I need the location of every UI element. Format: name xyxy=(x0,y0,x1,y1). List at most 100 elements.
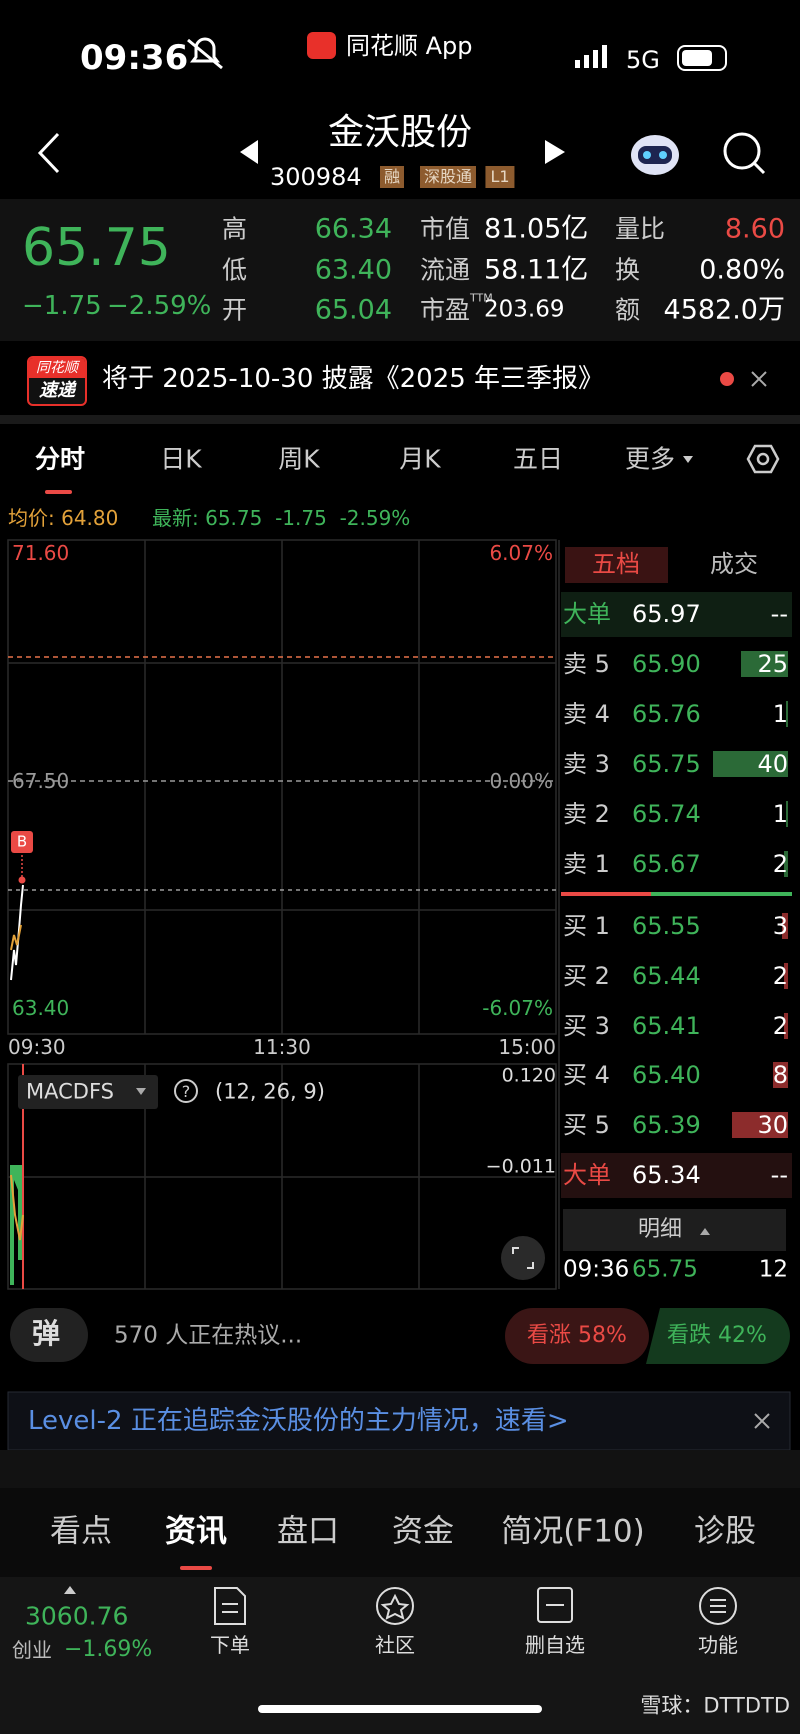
shape xyxy=(699,1587,737,1625)
macd-selector[interactable] xyxy=(18,1075,158,1109)
back-button[interactable] xyxy=(37,132,60,174)
stat-label: 市盈 xyxy=(420,295,471,325)
stat-value: 8.60 xyxy=(724,213,785,245)
notice-text[interactable]: 将于 2025-10-30 披露《2025 年三季报》 xyxy=(102,364,605,394)
danmu-button[interactable] xyxy=(10,1308,88,1362)
stat-value: 63.40 xyxy=(314,254,392,286)
ob-label: 卖 3 xyxy=(563,750,610,778)
ob-volume: 3 xyxy=(772,912,788,940)
level2-banner[interactable] xyxy=(7,1391,791,1451)
assistant-icon[interactable] xyxy=(631,135,679,175)
stat-value: 0.80% xyxy=(699,254,785,286)
change: −1.75 xyxy=(22,291,102,321)
volume-bar xyxy=(731,1112,788,1138)
trade-volume: 12 xyxy=(758,1256,788,1283)
shape xyxy=(593,50,598,68)
ob-price: 65.39 xyxy=(632,1111,701,1139)
ob-volume: 30 xyxy=(757,1111,788,1139)
expand-button[interactable] xyxy=(501,1236,545,1280)
marker-dot xyxy=(18,876,26,884)
notice-dot xyxy=(720,372,734,386)
bottom-button[interactable]: 下单 xyxy=(210,1633,250,1657)
ob-label: 大单 xyxy=(563,1161,611,1189)
index-arrow xyxy=(64,1586,76,1594)
volume-bar xyxy=(786,801,788,827)
level2-text[interactable]: Level-2 正在追踪金沃股份的主力情况，速看> xyxy=(28,1406,569,1436)
stock-title[interactable]: 金沃股份 xyxy=(327,112,473,153)
settings-icon-center xyxy=(756,452,770,466)
shape xyxy=(643,151,651,159)
macd-arrow xyxy=(136,1088,146,1095)
detail-label[interactable]: 明细 xyxy=(637,1217,683,1242)
tag: 融 xyxy=(379,166,405,188)
marker-box xyxy=(11,831,33,853)
bottom-button[interactable]: 功能 xyxy=(698,1633,738,1657)
latest-change: -1.75 xyxy=(275,506,327,530)
bottom-tabs-bg xyxy=(0,1488,800,1577)
banner-close[interactable] xyxy=(754,1413,770,1429)
ob-label: 买 5 xyxy=(563,1111,610,1139)
divider-green xyxy=(651,892,792,896)
price: 65.75 xyxy=(22,218,171,278)
shape xyxy=(659,151,667,159)
macd-name[interactable]: MACDFS xyxy=(26,1079,114,1104)
bottom-tab[interactable]: 看点 xyxy=(50,1513,112,1550)
bull-text[interactable]: 看涨 58% xyxy=(527,1323,627,1348)
stat-label: 额 xyxy=(615,295,641,325)
macd-help[interactable]: ? xyxy=(181,1082,191,1101)
bull-button[interactable] xyxy=(505,1308,649,1364)
bear-button[interactable] xyxy=(646,1308,790,1364)
y-top: 71.60 xyxy=(12,541,70,565)
stat-value: 66.34 xyxy=(314,213,392,245)
big-buy-row xyxy=(561,1153,792,1198)
macd-mid: −0.011 xyxy=(485,1155,556,1178)
shape xyxy=(710,1599,726,1613)
tab[interactable]: 日K xyxy=(160,444,202,474)
prev-stock[interactable] xyxy=(240,140,258,164)
bottom-tab[interactable]: 资金 xyxy=(392,1513,454,1550)
ob-tab[interactable]: 成交 xyxy=(710,550,758,578)
stat-label: 换 xyxy=(615,255,641,285)
notice-close[interactable] xyxy=(751,371,767,387)
bottom-button[interactable]: 删自选 xyxy=(525,1633,585,1657)
ob-volume: 8 xyxy=(772,1061,788,1089)
stat-label: 流通 xyxy=(420,255,471,285)
bottom-button[interactable]: 社区 xyxy=(375,1633,415,1657)
bottom-tab[interactable]: 简况(F10) xyxy=(501,1513,645,1550)
tab[interactable]: 月K xyxy=(399,444,441,474)
ob-price: 65.67 xyxy=(632,850,701,878)
tab[interactable]: 五日 xyxy=(512,444,564,474)
status-time: 09:36 xyxy=(80,38,189,78)
watermark: 雪球：DTTDTD xyxy=(640,1693,790,1718)
signal-icon xyxy=(575,45,607,68)
tab[interactable]: 更多 xyxy=(624,444,676,474)
bottom-tab[interactable]: 盘口 xyxy=(277,1513,339,1550)
stat-label: 量比 xyxy=(615,214,666,244)
ob-tab-active xyxy=(565,547,668,583)
next-stock[interactable] xyxy=(545,140,565,164)
tab[interactable]: 分时 xyxy=(34,444,86,474)
more-arrow[interactable] xyxy=(683,456,693,463)
settings-icon[interactable] xyxy=(746,444,780,474)
ob-tab[interactable]: 五档 xyxy=(592,550,640,578)
search-icon[interactable] xyxy=(723,132,766,175)
danmu-icon[interactable]: 弹 xyxy=(31,1317,61,1350)
bottom-tab[interactable]: 资讯 xyxy=(165,1513,227,1550)
latest-value: 65.75 xyxy=(205,506,263,530)
help-circle[interactable] xyxy=(174,1079,198,1103)
detail-row[interactable] xyxy=(563,1209,786,1251)
bottom-tab[interactable]: 诊股 xyxy=(694,1513,756,1550)
ob-volume: 2 xyxy=(772,850,788,878)
y-mid: 67.50 xyxy=(12,769,70,793)
stat-value: 58.11亿 xyxy=(484,254,589,286)
ob-price: 65.40 xyxy=(632,1061,701,1089)
ob-price: 65.74 xyxy=(632,800,701,828)
ob-label: 卖 5 xyxy=(563,650,610,678)
stat-value: 4582.0万 xyxy=(663,294,785,326)
shape xyxy=(380,1593,410,1620)
bear-text[interactable]: 看跌 42% xyxy=(667,1323,767,1348)
tab[interactable]: 周K xyxy=(278,444,320,474)
discussion-text[interactable]: 570 人正在热议... xyxy=(114,1322,303,1349)
time-label: 11:30 xyxy=(253,1035,311,1059)
stat-label: 市值 xyxy=(420,214,471,244)
